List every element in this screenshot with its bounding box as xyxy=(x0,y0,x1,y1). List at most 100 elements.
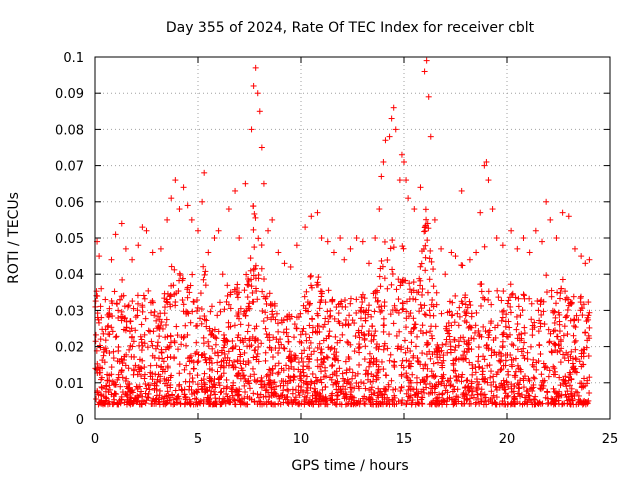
data-point-peak xyxy=(353,235,360,241)
data-point xyxy=(334,389,341,396)
data-point-peak xyxy=(287,263,294,270)
data-point-peak xyxy=(199,198,206,205)
data-point xyxy=(550,401,557,408)
data-point xyxy=(520,384,527,391)
data-point xyxy=(488,318,495,325)
data-point xyxy=(372,328,379,335)
data-point xyxy=(445,330,452,337)
data-point-peak xyxy=(359,238,366,245)
data-point xyxy=(306,334,313,341)
data-point xyxy=(189,271,196,278)
data-point-peak xyxy=(485,177,492,184)
data-point xyxy=(466,395,473,402)
data-point-peak xyxy=(139,224,146,231)
data-point xyxy=(297,310,304,317)
data-point xyxy=(171,266,178,273)
data-point xyxy=(205,343,212,350)
data-point xyxy=(505,297,512,304)
data-point xyxy=(247,255,254,262)
data-point xyxy=(203,323,210,330)
data-point xyxy=(332,333,339,340)
data-point xyxy=(258,340,265,347)
data-point xyxy=(322,315,329,322)
data-point xyxy=(362,343,369,350)
data-point-peak xyxy=(388,115,395,122)
data-point xyxy=(164,354,171,361)
data-point xyxy=(212,391,219,398)
data-point xyxy=(186,370,193,377)
data-point xyxy=(430,283,437,290)
data-point xyxy=(341,297,348,304)
data-point xyxy=(422,242,429,249)
data-point xyxy=(197,290,204,297)
data-point xyxy=(302,331,309,338)
data-point-peak xyxy=(458,187,465,194)
data-point xyxy=(395,296,402,303)
data-point xyxy=(335,310,342,317)
data-point xyxy=(488,301,495,308)
data-point xyxy=(406,286,413,293)
data-point xyxy=(255,272,262,279)
data-point xyxy=(347,300,354,307)
data-point xyxy=(111,396,118,403)
data-point xyxy=(280,387,287,394)
data-point xyxy=(131,367,138,374)
data-point xyxy=(478,386,485,393)
data-point xyxy=(281,345,288,352)
data-point-peak xyxy=(236,235,243,241)
data-point xyxy=(507,303,514,310)
data-point xyxy=(111,288,118,295)
data-point xyxy=(347,295,354,302)
data-point xyxy=(184,331,191,338)
data-point xyxy=(161,304,168,311)
data-point xyxy=(324,308,331,315)
data-point xyxy=(106,382,113,389)
data-point xyxy=(461,348,468,355)
data-point xyxy=(96,319,103,326)
data-point xyxy=(498,366,505,373)
data-point xyxy=(475,353,482,360)
data-point-peak xyxy=(392,126,399,133)
data-point xyxy=(424,373,431,380)
data-point xyxy=(536,399,543,406)
data-point xyxy=(312,374,319,381)
data-point-peak xyxy=(347,245,354,252)
data-point xyxy=(159,325,166,332)
data-point xyxy=(331,355,338,362)
data-point xyxy=(390,320,397,327)
data-point xyxy=(184,286,191,293)
data-point xyxy=(255,235,262,242)
data-point-peak xyxy=(466,256,473,263)
data-point xyxy=(209,345,216,352)
data-point xyxy=(134,292,141,299)
data-point xyxy=(178,341,185,348)
data-point-peak xyxy=(184,202,191,209)
data-point xyxy=(244,281,251,288)
data-point xyxy=(148,401,155,408)
data-point xyxy=(448,312,455,319)
data-point xyxy=(521,355,528,362)
data-point xyxy=(515,295,522,302)
data-point xyxy=(141,331,148,338)
data-point xyxy=(478,288,485,295)
data-point xyxy=(556,295,563,302)
data-point xyxy=(252,262,259,269)
data-point xyxy=(545,326,552,333)
data-point xyxy=(479,371,486,378)
data-point xyxy=(461,317,468,324)
data-point xyxy=(142,381,149,388)
data-point xyxy=(147,369,154,376)
data-point xyxy=(305,365,312,372)
data-point-peak xyxy=(452,253,459,260)
data-point-peak xyxy=(258,144,265,151)
data-point xyxy=(236,346,243,353)
data-point xyxy=(284,386,291,393)
data-point-peak xyxy=(520,235,527,241)
data-point-peak xyxy=(390,104,397,111)
data-point xyxy=(194,381,201,388)
data-point xyxy=(553,333,560,340)
data-point xyxy=(325,318,332,325)
data-point xyxy=(263,331,270,338)
data-point xyxy=(285,338,292,345)
data-point xyxy=(342,358,349,365)
